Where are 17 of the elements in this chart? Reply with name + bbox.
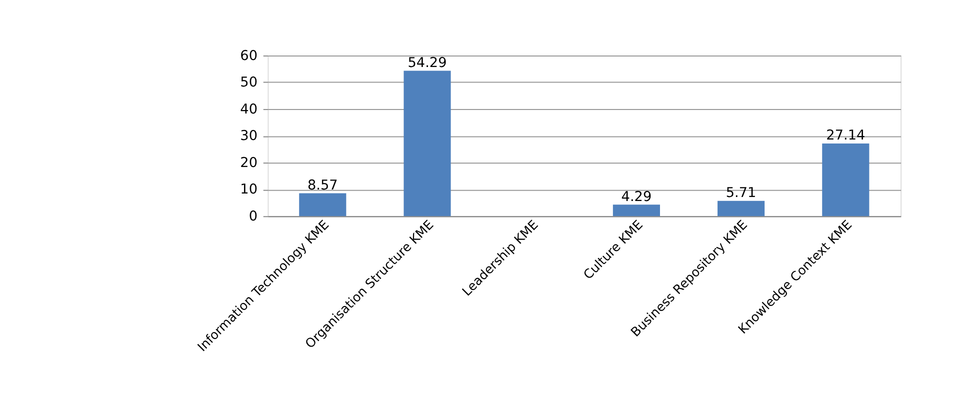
bar [299, 193, 346, 216]
bar [404, 70, 451, 216]
data-label: 5.71 [726, 184, 756, 201]
bar [718, 200, 765, 216]
y-tick-label: 10 [240, 182, 258, 198]
y-tick-label: 40 [240, 101, 258, 118]
data-label: 8.57 [307, 177, 338, 194]
y-tick-label: 20 [240, 154, 258, 171]
data-label: 27.14 [826, 128, 866, 144]
y-tick-label: 50 [240, 74, 258, 91]
bar [612, 204, 660, 216]
y-tick-label: 60 [240, 48, 258, 64]
bar [822, 143, 870, 216]
y-tick-label: 30 [240, 128, 258, 144]
data-label: 54.29 [408, 54, 447, 71]
y-tick-label: 0 [248, 208, 258, 225]
data-label: 4.29 [621, 188, 652, 205]
